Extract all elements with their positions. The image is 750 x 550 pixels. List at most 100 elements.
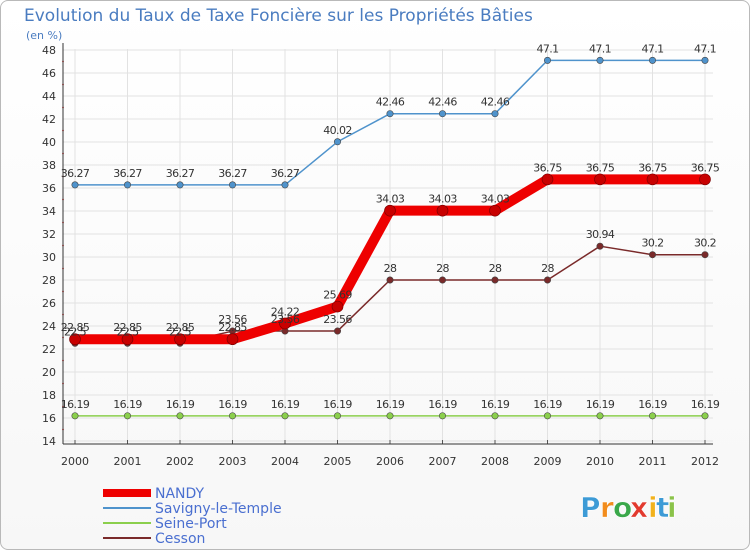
data-label-savigny-le-temple: 42.46 bbox=[428, 96, 457, 109]
data-point-nandy bbox=[699, 173, 711, 186]
data-point-seine-port bbox=[648, 412, 656, 420]
data-point-seine-port bbox=[701, 412, 709, 420]
data-label-savigny-le-temple: 47.1 bbox=[536, 42, 558, 55]
data-label-cesson: 30.94 bbox=[586, 228, 615, 241]
data-label-nandy: 36.75 bbox=[533, 161, 562, 174]
data-point-savigny-le-temple bbox=[386, 110, 394, 118]
y-tick-label: 24 bbox=[42, 320, 56, 333]
logo-letter: P bbox=[580, 491, 601, 524]
y-tick-label: 38 bbox=[42, 159, 56, 172]
x-tick-label: 2004 bbox=[271, 455, 299, 468]
data-label-savigny-le-temple: 47.1 bbox=[694, 42, 716, 55]
y-tick-label: 32 bbox=[42, 228, 56, 241]
data-label-nandy: 22.85 bbox=[61, 321, 90, 334]
data-label-seine-port: 16.19 bbox=[323, 398, 352, 411]
data-label-seine-port: 16.19 bbox=[481, 398, 510, 411]
data-point-nandy bbox=[69, 333, 81, 346]
grid bbox=[63, 49, 713, 442]
data-label-savigny-le-temple: 42.46 bbox=[481, 96, 510, 109]
data-label-nandy: 36.75 bbox=[638, 161, 667, 174]
chart-title: Evolution du Taux de Taxe Foncière sur l… bbox=[24, 6, 533, 26]
y-tick-label: 16 bbox=[42, 412, 56, 425]
data-point-seine-port bbox=[438, 412, 446, 420]
data-point-cesson bbox=[596, 242, 604, 250]
data-label-cesson: 28 bbox=[436, 262, 449, 275]
x-tick-label: 2010 bbox=[586, 455, 614, 468]
y-tick-label: 22 bbox=[42, 343, 56, 356]
data-point-savigny-le-temple bbox=[124, 181, 132, 189]
y-tick-label: 42 bbox=[42, 113, 56, 126]
x-tick-label: 2008 bbox=[481, 455, 509, 468]
data-point-nandy bbox=[541, 173, 554, 186]
axes: 14 16 18 20 22 24 26 28 30 32 34 36 38 40 42 44 46 48 2000… bbox=[42, 43, 719, 468]
legend-label-seine-port: Seine-Port bbox=[155, 516, 227, 532]
y-tick-label: 18 bbox=[42, 389, 56, 402]
data-label-nandy: 36.75 bbox=[691, 161, 720, 174]
data-point-nandy bbox=[594, 173, 606, 186]
logo-letter: t bbox=[656, 491, 669, 524]
data-point-cesson bbox=[701, 251, 709, 259]
data-point-seine-port bbox=[124, 412, 132, 420]
data-point-nandy bbox=[331, 300, 344, 313]
data-label-seine-port: 16.19 bbox=[533, 398, 562, 411]
y-tick-label: 48 bbox=[42, 44, 56, 57]
data-label-nandy: 22.85 bbox=[113, 321, 142, 334]
data-label-savigny-le-temple: 47.1 bbox=[589, 42, 611, 55]
data-label-savigny-le-temple: 36.27 bbox=[166, 167, 195, 180]
data-label-cesson: 30.2 bbox=[694, 237, 716, 250]
data-label-savigny-le-temple: 42.46 bbox=[376, 96, 405, 109]
data-point-seine-port bbox=[176, 412, 184, 420]
data-label-nandy: 25.69 bbox=[323, 289, 352, 302]
data-point-savigny-le-temple bbox=[701, 56, 709, 64]
data-point-cesson bbox=[543, 276, 551, 284]
series-layer bbox=[69, 56, 711, 420]
data-point-savigny-le-temple bbox=[229, 181, 237, 189]
data-point-cesson bbox=[386, 276, 394, 284]
data-point-cesson bbox=[491, 276, 499, 284]
y-tick-label: 40 bbox=[42, 136, 56, 149]
data-label-nandy: 34.03 bbox=[376, 193, 405, 206]
y-tick-label: 46 bbox=[42, 67, 56, 80]
x-tick-label: 2002 bbox=[166, 455, 194, 468]
data-label-seine-port: 16.19 bbox=[271, 398, 300, 411]
y-tick-label: 36 bbox=[42, 182, 56, 195]
data-label-savigny-le-temple: 36.27 bbox=[61, 167, 90, 180]
data-label-savigny-le-temple: 36.27 bbox=[218, 167, 247, 180]
y-tick-label: 26 bbox=[42, 297, 56, 310]
x-tick-label: 2003 bbox=[219, 455, 247, 468]
data-point-nandy bbox=[436, 204, 449, 217]
data-point-nandy bbox=[226, 333, 239, 346]
y-tick-label: 44 bbox=[42, 90, 56, 103]
logo-letter: i bbox=[648, 491, 658, 524]
data-labels: 36.27 36.27 36.27 36.27 36.27 40.02 42.46 42.46… bbox=[61, 42, 721, 411]
data-label-nandy: 22.85 bbox=[218, 321, 247, 334]
data-point-seine-port bbox=[596, 412, 604, 420]
legend-label-nandy: NANDY bbox=[155, 486, 205, 502]
data-label-cesson: 28 bbox=[489, 262, 502, 275]
data-label-nandy: 34.03 bbox=[481, 193, 510, 206]
data-point-savigny-le-temple bbox=[596, 56, 604, 64]
data-label-cesson: 22.5 bbox=[64, 325, 87, 338]
data-label-seine-port: 16.19 bbox=[166, 398, 195, 411]
data-label-savigny-le-temple: 47.1 bbox=[641, 42, 663, 55]
data-label-cesson: 22.5 bbox=[169, 325, 192, 338]
data-point-cesson bbox=[333, 327, 341, 335]
data-point-savigny-le-temple bbox=[71, 181, 79, 189]
x-tick-label: 2001 bbox=[114, 455, 142, 468]
data-label-seine-port: 16.19 bbox=[376, 398, 405, 411]
x-tick-label: 2009 bbox=[534, 455, 562, 468]
legend-label-savigny-le-temple: Savigny-le-Temple bbox=[155, 501, 282, 517]
data-label-seine-port: 16.19 bbox=[113, 398, 142, 411]
data-point-nandy bbox=[121, 333, 134, 346]
data-label-cesson: 23.56 bbox=[218, 313, 247, 326]
data-point-savigny-le-temple bbox=[176, 181, 184, 189]
x-tick-label: 2000 bbox=[61, 455, 89, 468]
data-point-cesson bbox=[438, 276, 446, 284]
legend-label-cesson: Cesson bbox=[155, 531, 205, 547]
x-tick-label: 2005 bbox=[324, 455, 352, 468]
data-label-cesson: 23.56 bbox=[271, 313, 300, 326]
x-tick-label: 2011 bbox=[639, 455, 667, 468]
